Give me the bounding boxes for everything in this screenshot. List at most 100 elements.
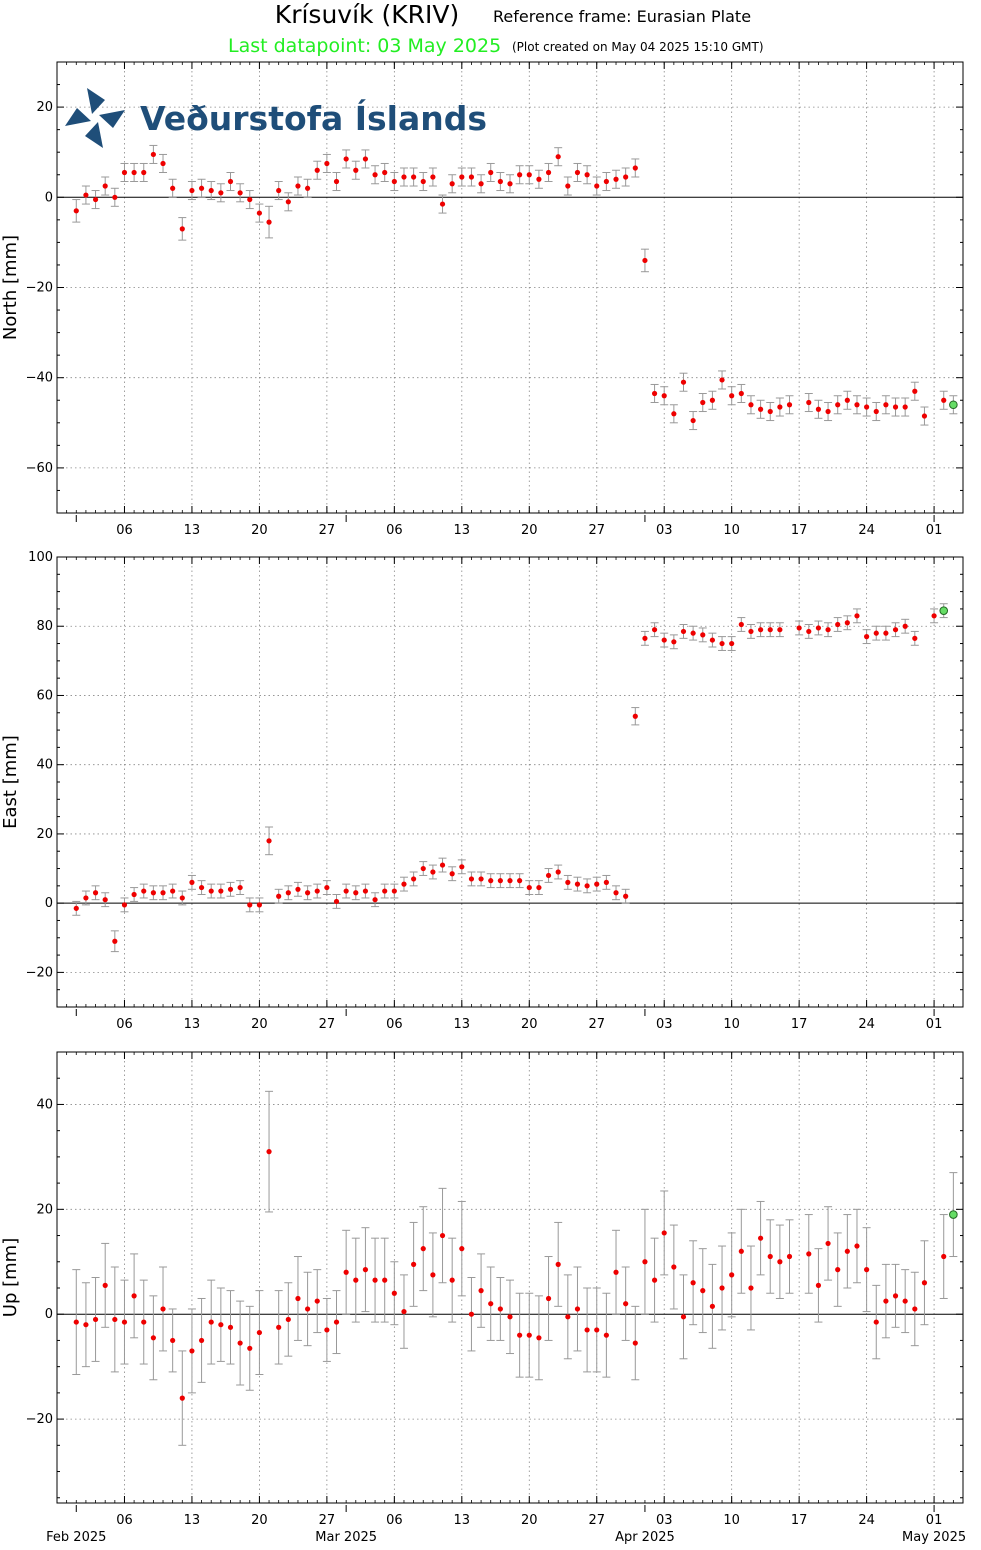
data-point: [439, 201, 446, 207]
data-point: [198, 884, 205, 891]
y-tick-label: 20: [36, 827, 53, 842]
y-tick-label: 0: [45, 1307, 53, 1322]
data-point: [150, 1335, 156, 1341]
data-point: [613, 890, 619, 896]
y-axis-label: North [mm]: [0, 235, 21, 340]
data-point: [208, 888, 214, 894]
data-point: [83, 1322, 89, 1328]
data-point: [411, 876, 417, 882]
x-tick-label: 20: [251, 1513, 268, 1528]
x-tick-label: 06: [116, 1513, 133, 1528]
data-point: [815, 406, 822, 412]
data-point: [276, 187, 282, 194]
data-point: [555, 869, 561, 875]
y-tick-label: −20: [26, 965, 53, 980]
x-tick-label: 03: [656, 523, 673, 538]
data-point: [536, 176, 542, 182]
data-point: [92, 1316, 99, 1323]
x-tick-label: 24: [858, 1513, 875, 1528]
data-point: [391, 178, 397, 185]
data-point: [198, 1337, 205, 1344]
data-point: [420, 178, 426, 185]
data-point: [844, 397, 850, 403]
last-datapoint-label: Last datapoint: 03 May 2025: [228, 35, 501, 57]
data-point: [507, 1314, 513, 1320]
data-point: [825, 408, 831, 415]
data-point: [189, 879, 195, 885]
data-point: [218, 1322, 224, 1328]
data-point: [536, 884, 542, 891]
y-tick-label: 20: [36, 100, 53, 115]
data-point: [864, 1267, 870, 1273]
data-point: [680, 628, 687, 635]
x-tick-label: 24: [858, 523, 875, 538]
data-point: [680, 1314, 687, 1320]
data-point: [401, 1308, 407, 1315]
x-tick-label: 17: [791, 1513, 808, 1528]
data-point: [873, 1319, 879, 1325]
data-point: [131, 169, 137, 176]
month-label: Apr 2025: [615, 1530, 675, 1545]
data-point: [102, 1282, 108, 1288]
y-tick-label: 40: [36, 1097, 53, 1112]
x-tick-label: 27: [588, 1513, 605, 1528]
data-point: [314, 888, 320, 894]
data-point: [83, 895, 89, 901]
data-point: [102, 183, 108, 189]
x-tick-label: 06: [386, 523, 403, 538]
data-point: [892, 404, 899, 410]
data-point: [391, 888, 397, 894]
data-point: [343, 888, 349, 894]
data-point: [709, 637, 716, 643]
data-point: [623, 1301, 629, 1307]
data-point: [767, 627, 773, 633]
data-point: [179, 895, 185, 901]
data-point: [121, 902, 128, 908]
panel-north: 20 0 −20 −40 −60 North [mm] 06 13 20 27 06 13 20 27 03…: [0, 61, 964, 538]
data-point: [295, 886, 301, 892]
data-point: [642, 635, 648, 641]
y-tick-label: 40: [36, 758, 53, 773]
data-point: [748, 628, 754, 635]
x-tick-label: 27: [319, 1017, 336, 1032]
data-point: [738, 390, 744, 397]
data-point: [256, 1329, 263, 1336]
x-tick-label: 10: [723, 1017, 740, 1032]
panels: 20 0 −20 −40 −60 North [mm] 06 13 20 27 06 13 20 27 03…: [0, 61, 966, 1545]
data-point: [680, 379, 687, 385]
data-point: [517, 1332, 523, 1338]
x-tick-label: 10: [723, 1513, 740, 1528]
data-point: [507, 878, 513, 884]
data-point: [227, 1324, 234, 1330]
data-point: [729, 640, 735, 647]
data-point: [468, 174, 475, 180]
x-tick-label: 06: [386, 1513, 403, 1528]
data-point: [603, 178, 609, 185]
data-point: [690, 630, 696, 636]
data-point: [902, 1298, 908, 1304]
data-point: [121, 169, 128, 176]
data-point: [709, 397, 716, 403]
data-point: [873, 630, 879, 636]
data-point: [651, 1277, 658, 1283]
data-point: [623, 893, 629, 899]
y-tick-label: 0: [45, 896, 53, 911]
data-point: [459, 1246, 465, 1252]
data-point: [661, 637, 667, 643]
data-point: [314, 1298, 320, 1304]
data-point: [382, 1277, 388, 1283]
x-tick-label: 03: [656, 1017, 673, 1032]
data-point: [700, 1288, 706, 1294]
data-point: [883, 402, 889, 408]
data-point: [892, 627, 899, 633]
data-point: [160, 1306, 166, 1312]
data-point: [247, 1345, 253, 1351]
station-title: Krísuvík (KRIV): [275, 0, 459, 29]
y-axis-label: Up [mm]: [0, 1238, 21, 1317]
data-point: [690, 417, 696, 424]
last-data-point: [949, 1210, 958, 1219]
month-label: Mar 2025: [315, 1530, 377, 1545]
y-tick-label: −60: [26, 461, 53, 476]
data-point: [767, 1253, 773, 1260]
data-point: [141, 888, 147, 894]
